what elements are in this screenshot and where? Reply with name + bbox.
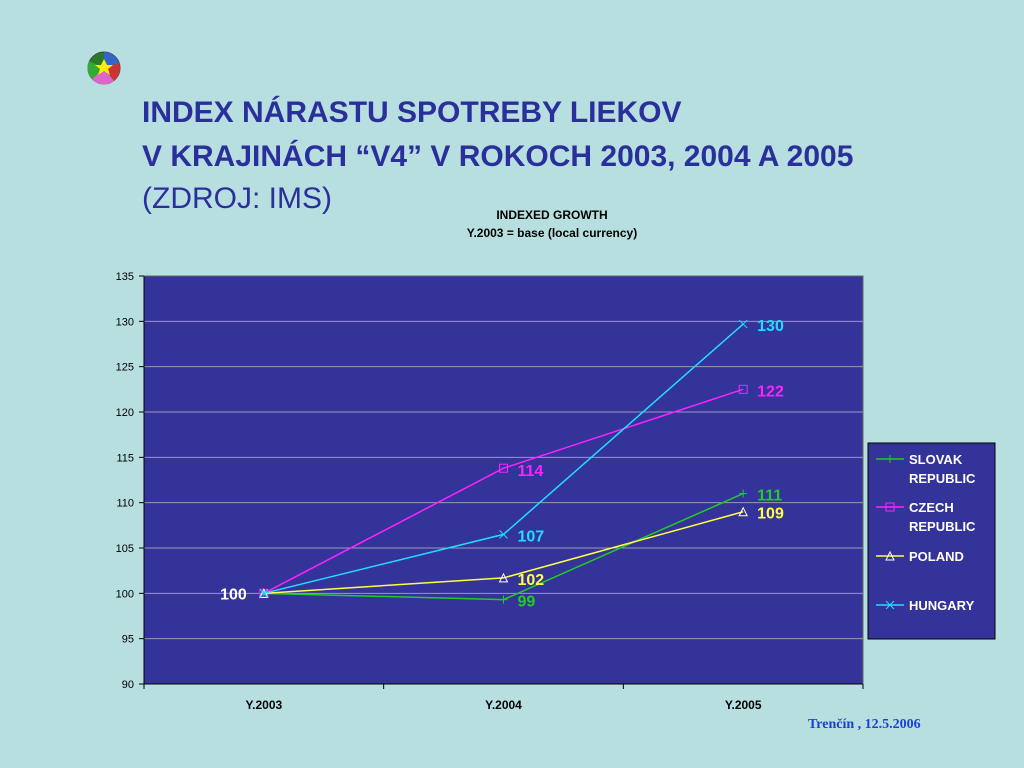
plot-area xyxy=(143,275,864,685)
y-tick-label: 90 xyxy=(122,679,134,691)
footer-date: Trenčín , 12.5.2006 xyxy=(808,717,921,732)
legend-item-slovak-republic: SLOVAK REPUBLIC xyxy=(876,452,976,486)
legend-item-poland: POLAND xyxy=(876,549,964,564)
slide-title-source: (ZDROJ: IMS) xyxy=(142,182,332,215)
legend-label: HUNGARY xyxy=(909,598,975,613)
x-tick-label: Y.2005 xyxy=(725,698,762,712)
data-point-poland xyxy=(738,506,748,517)
data-label-poland: 109 xyxy=(757,506,784,523)
legend-label: REPUBLIC xyxy=(909,471,976,486)
chart-subtitle: Y.2003 = base (local currency) xyxy=(467,226,637,240)
data-point-czech-republic xyxy=(738,384,748,394)
data-point-hungary xyxy=(499,530,508,539)
series-line-czech-republic xyxy=(263,388,744,594)
data-label-slovak-republic: 111 xyxy=(757,488,782,505)
data-point-poland xyxy=(498,572,509,583)
y-tick-label: 100 xyxy=(116,588,134,600)
data-label-hungary: 130 xyxy=(757,318,784,335)
data-point-slovak-republic xyxy=(739,489,748,498)
y-tick-label: 135 xyxy=(116,271,134,283)
y-tick-label: 115 xyxy=(116,452,134,464)
series-group xyxy=(259,319,748,604)
legend-marker xyxy=(886,455,894,463)
y-tick-label: 95 xyxy=(122,634,134,646)
axes: 90 95 100 105 110 115 120 125 130 135 Y.2003 Y.2004… xyxy=(116,271,864,712)
annotation-label: 100 xyxy=(220,586,247,603)
series-line-poland xyxy=(263,511,744,595)
legend-item-czech-republic: CZECH REPUBLIC xyxy=(876,500,976,534)
legend-label: POLAND xyxy=(909,549,964,564)
legend-label: REPUBLIC xyxy=(909,519,976,534)
x-tick-label: Y.2003 xyxy=(245,698,282,712)
data-labels: 99 111 114 122 102 109 107 130 100 xyxy=(220,318,784,611)
chart-title: INDEXED GROWTH xyxy=(496,208,607,222)
legend-marker xyxy=(885,550,895,561)
data-label-czech-republic: 114 xyxy=(518,463,544,480)
legend-label: CZECH xyxy=(909,500,954,515)
y-tick-label: 120 xyxy=(116,407,134,419)
data-point-slovak-republic xyxy=(499,595,508,604)
data-label-czech-republic: 122 xyxy=(757,383,784,400)
legend: SLOVAK REPUBLIC CZECH REPUBLIC POLAND HUNGARY xyxy=(867,442,996,640)
legend-item-hungary: HUNGARY xyxy=(876,598,975,613)
y-tick-label: 130 xyxy=(116,316,134,328)
data-point-hungary xyxy=(259,588,269,598)
slide-title-line-1: INDEX NÁRASTU SPOTREBY LIEKOV xyxy=(142,96,682,129)
y-tick-label: 110 xyxy=(116,498,134,510)
x-tick-label: Y.2004 xyxy=(485,698,522,712)
y-tick-label: 125 xyxy=(116,362,134,374)
gridlines xyxy=(144,320,863,640)
legend-marker xyxy=(885,600,895,610)
data-point-czech-republic xyxy=(499,463,508,473)
data-label-slovak-republic: 99 xyxy=(518,594,536,611)
logo-icon xyxy=(87,51,121,85)
legend-label: SLOVAK xyxy=(909,452,963,467)
data-label-poland: 102 xyxy=(518,572,545,589)
slide-title-line-2: V KRAJINÁCH “V4” V ROKOCH 2003, 2004 A 2… xyxy=(142,140,854,173)
legend-marker xyxy=(885,502,895,512)
data-point-hungary xyxy=(738,319,748,329)
y-tick-label: 105 xyxy=(116,543,134,555)
data-label-hungary: 107 xyxy=(518,528,545,545)
